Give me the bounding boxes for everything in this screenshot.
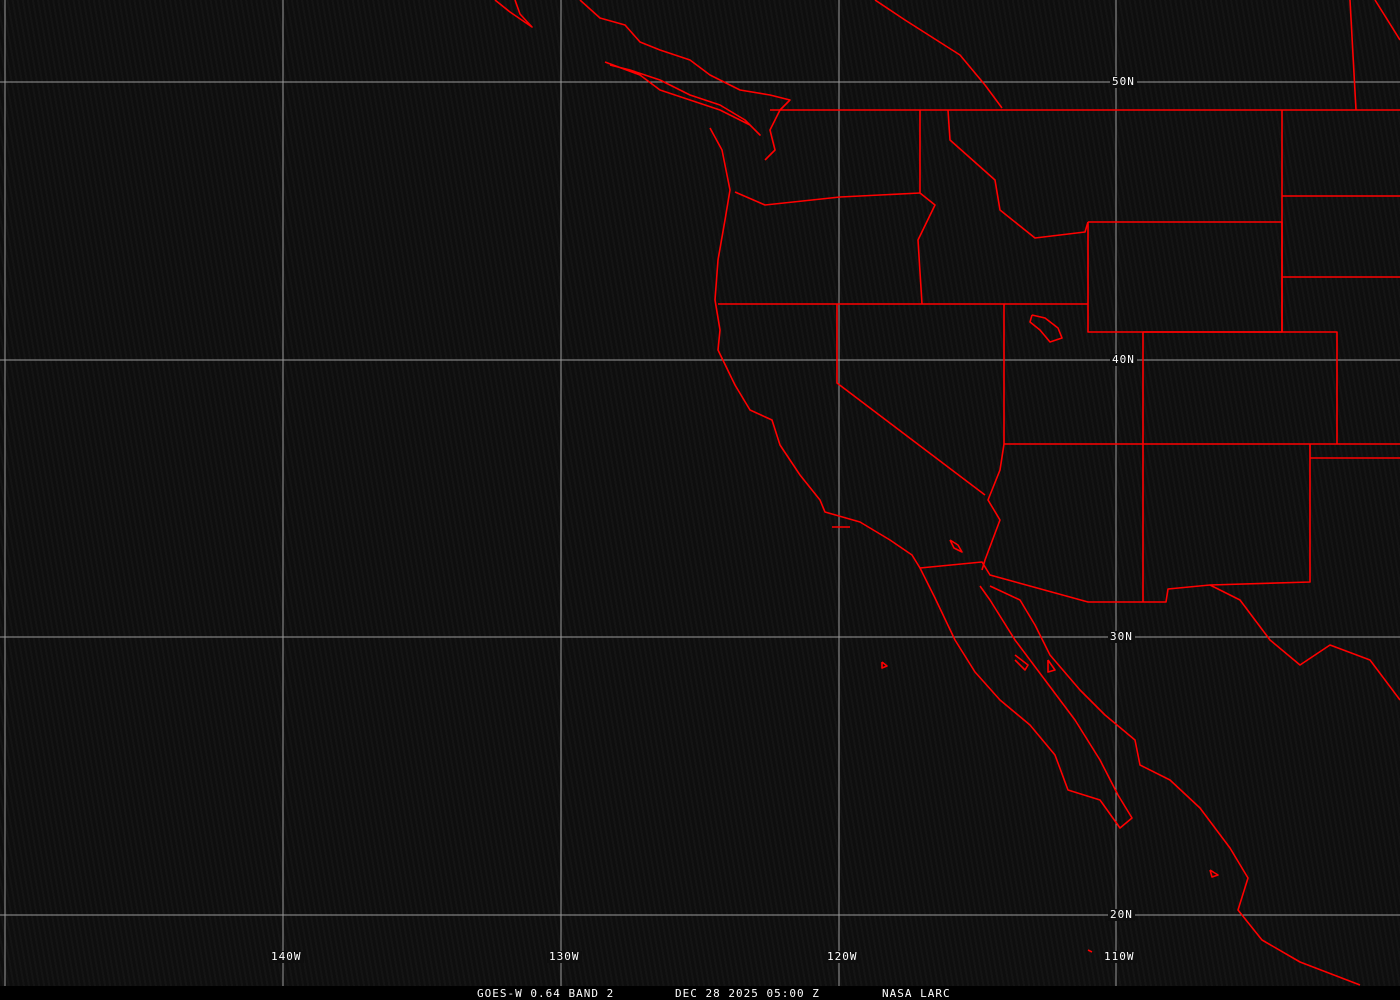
lon-label-120w: 120W (825, 950, 860, 963)
lat-label-50n: 50N (1110, 75, 1137, 88)
idaho-montana (947, 109, 1089, 239)
lon-label-140w: 140W (269, 950, 304, 963)
salton-sea (949, 539, 963, 553)
image-caption-bar: GOES-W 0.64 BAND 2 DEC 28 2025 05:00 Z N… (0, 986, 1400, 1000)
canada-sask (1349, 0, 1357, 111)
new-mexico (1143, 444, 1311, 603)
canada-manitoba (1374, 0, 1400, 41)
us-mexico-border-east (1209, 584, 1400, 701)
gulf-islands-2 (1047, 659, 1056, 673)
bc-coastline (494, 0, 533, 28)
revillagigedo (1087, 949, 1093, 953)
great-salt-lake (1029, 314, 1063, 343)
caption-credit: NASA LARC (882, 987, 951, 1000)
lon-label-130w: 130W (547, 950, 582, 963)
lat-label-40n: 40N (1110, 353, 1137, 366)
vancouver-island (604, 61, 761, 136)
wa-or-border (734, 191, 921, 206)
lat-label-20n: 20N (1108, 908, 1135, 921)
bc-coastline-2 (579, 0, 791, 161)
wyoming (1087, 221, 1283, 333)
caption-datetime: DEC 28 2025 05:00 Z (675, 987, 820, 1000)
nevada-east (981, 304, 1005, 571)
mexico-mainland-coast (989, 585, 1361, 986)
colorado (1143, 331, 1338, 444)
us-mexico-border (919, 561, 1143, 603)
canada-bc-alberta (874, 0, 1003, 109)
lon-label-110w: 110W (1102, 950, 1137, 963)
islas-marias (1209, 869, 1219, 878)
idaho-west (917, 110, 936, 305)
west-coastline (709, 127, 1133, 829)
political-boundaries (494, 0, 1400, 986)
ca-nv-border (836, 304, 986, 496)
caption-product: GOES-W 0.64 BAND 2 (477, 987, 615, 1000)
lat-label-30n: 30N (1108, 630, 1135, 643)
baja-island (881, 661, 888, 669)
gulf-islands (1014, 654, 1029, 671)
